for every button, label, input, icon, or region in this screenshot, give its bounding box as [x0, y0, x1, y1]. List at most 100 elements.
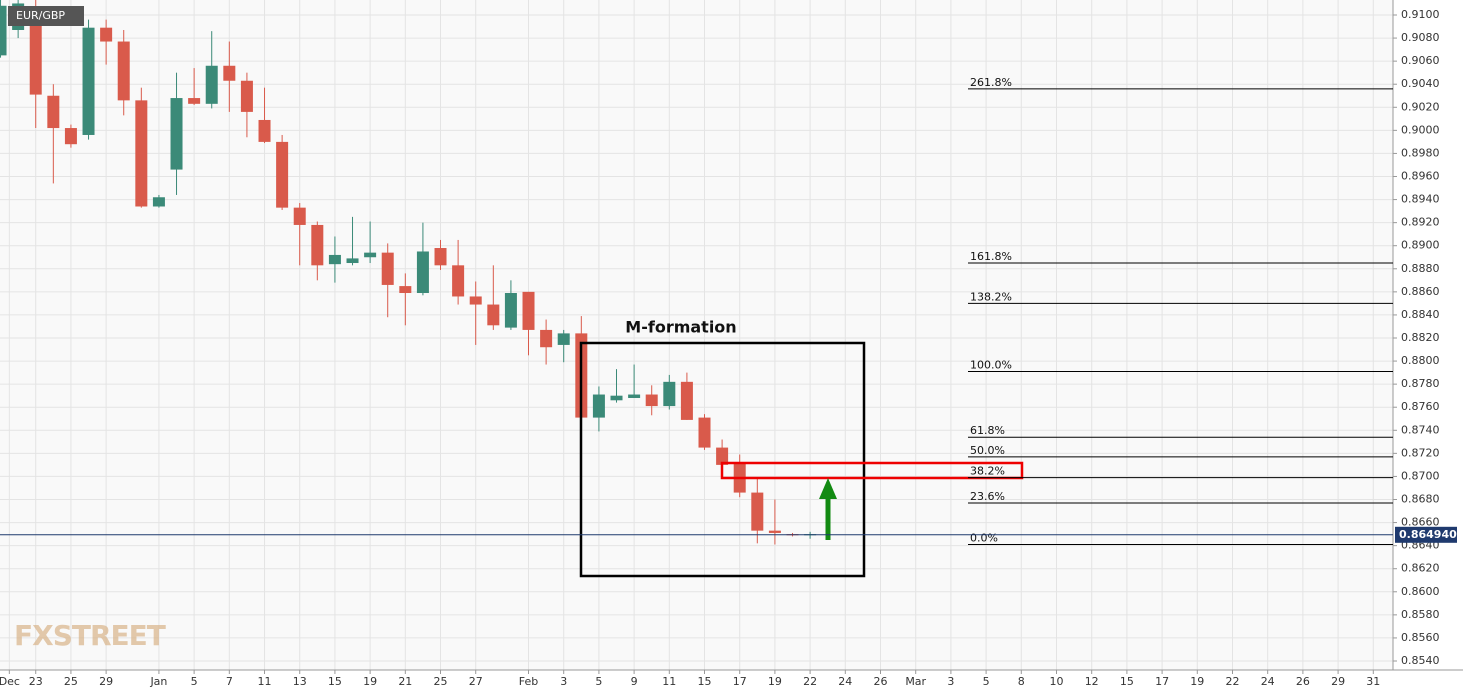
candle-body: [557, 333, 570, 345]
candle-body: [540, 329, 553, 348]
x-tick-label: 27: [469, 675, 483, 688]
candle-body: [346, 258, 359, 264]
x-tick-label: 19: [1190, 675, 1204, 688]
candle-body: [487, 304, 500, 326]
candle-body: [328, 254, 341, 265]
candle-body: [434, 248, 447, 266]
candle-body: [64, 128, 77, 145]
x-tick-label: 9: [631, 675, 638, 688]
candle-body: [716, 447, 729, 465]
y-tick-label: 0.8880: [1401, 262, 1440, 275]
x-tick-label: 21: [398, 675, 412, 688]
x-tick-label: 12: [1085, 675, 1099, 688]
x-tick-label: 3: [560, 675, 567, 688]
x-tick-label: 15: [1120, 675, 1134, 688]
fib-label: 161.8%: [970, 250, 1012, 263]
x-tick-label: 5: [983, 675, 990, 688]
y-tick-label: 0.8800: [1401, 354, 1440, 367]
candle-body: [29, 17, 42, 95]
x-tick-label: 25: [434, 675, 448, 688]
candle-body: [452, 265, 465, 297]
candle-body: [135, 100, 148, 207]
x-tick-label: 22: [803, 675, 817, 688]
m-formation-box: [579, 341, 866, 578]
y-tick-label: 0.8620: [1401, 562, 1440, 575]
y-tick-label: 0.8960: [1401, 169, 1440, 182]
candle-body: [504, 293, 517, 328]
x-tick-label: Dec: [0, 675, 20, 688]
candle-body: [645, 394, 658, 407]
fib-label: 61.8%: [970, 424, 1005, 437]
fib-label: 38.2%: [970, 465, 1005, 478]
candle-body: [276, 141, 289, 208]
x-tick-label: 13: [293, 675, 307, 688]
candle-body: [628, 394, 641, 398]
candle-body: [381, 252, 394, 285]
grid: [0, 0, 1393, 670]
x-tick-label: 11: [662, 675, 676, 688]
candle-body: [205, 65, 218, 104]
x-tick-label: 7: [226, 675, 233, 688]
watermark: FXSTREET: [14, 619, 166, 652]
x-tick-label: 22: [1225, 675, 1239, 688]
x-tick-label: 19: [768, 675, 782, 688]
annotation: M-formation: [625, 318, 736, 337]
fib-label: 23.6%: [970, 490, 1005, 503]
y-tick-label: 0.8660: [1401, 516, 1440, 529]
y-tick-label: 0.8920: [1401, 216, 1440, 229]
x-tick-label: Mar: [905, 675, 926, 688]
y-tick-label: 0.9040: [1401, 77, 1440, 90]
x-tick-label: 24: [1261, 675, 1275, 688]
fib-label: 261.8%: [970, 76, 1012, 89]
y-tick-label: 0.8840: [1401, 308, 1440, 321]
x-tick-label: 5: [191, 675, 198, 688]
fib-label: 0.0%: [970, 531, 998, 544]
candle-body: [522, 291, 535, 330]
x-tick-label: 3: [947, 675, 954, 688]
x-tick-label: 23: [29, 675, 43, 688]
candle-body: [399, 286, 412, 294]
x-tick-label: Feb: [519, 675, 538, 688]
y-tick-label: 0.8860: [1401, 285, 1440, 298]
last-price-label: 0.864940: [1399, 528, 1457, 541]
y-tick-label: 0.9000: [1401, 123, 1440, 136]
x-tick-label: 29: [1331, 675, 1345, 688]
y-tick-label: 0.8600: [1401, 585, 1440, 598]
x-tick-label: 29: [99, 675, 113, 688]
candle-body: [82, 27, 95, 135]
y-tick-label: 0.9020: [1401, 100, 1440, 113]
x-tick-label: 8: [1018, 675, 1025, 688]
y-tick-label: 0.8580: [1401, 608, 1440, 621]
candle-body: [223, 65, 236, 81]
fib-label: 50.0%: [970, 444, 1005, 457]
y-tick-label: 0.8720: [1401, 446, 1440, 459]
x-tick-label: 25: [64, 675, 78, 688]
candle-body: [240, 80, 253, 112]
candle-body: [680, 381, 693, 420]
candle-body: [592, 394, 605, 418]
y-tick-label: 0.8680: [1401, 493, 1440, 506]
y-tick-label: 0.9060: [1401, 54, 1440, 67]
x-tick-label: 10: [1049, 675, 1063, 688]
x-tick-label: 31: [1366, 675, 1380, 688]
candle-body: [258, 119, 271, 142]
resistance-box: [720, 461, 1024, 480]
y-tick-label: 0.8760: [1401, 400, 1440, 413]
y-tick-label: 0.9080: [1401, 31, 1440, 44]
x-tick-label: 17: [733, 675, 747, 688]
y-tick-label: 0.8560: [1401, 631, 1440, 644]
candle-body: [751, 492, 764, 531]
candle-body: [152, 197, 165, 207]
y-tick-label: 0.8900: [1401, 239, 1440, 252]
candle-body: [610, 395, 623, 401]
arrow-head: [819, 478, 837, 499]
candle-body: [768, 530, 781, 533]
x-tick-label: 15: [328, 675, 342, 688]
y-tick-label: 0.8740: [1401, 423, 1440, 436]
y-tick-label: 0.9100: [1401, 8, 1440, 21]
candle-body: [663, 381, 676, 407]
candle-body: [469, 296, 482, 305]
x-tick-label: 24: [838, 675, 852, 688]
y-tick-label: 0.8940: [1401, 193, 1440, 206]
